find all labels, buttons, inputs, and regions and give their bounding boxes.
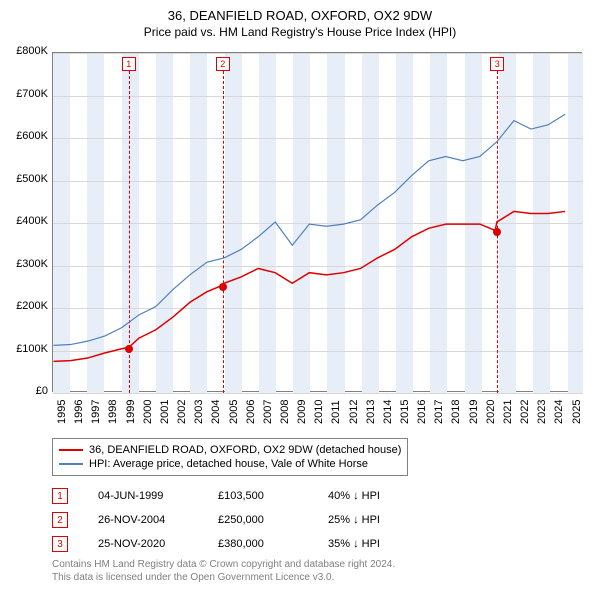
sale-row-price: £103,500 [218,490,298,502]
legend-swatch [59,463,83,465]
x-tick-label: 2010 [313,400,325,424]
footer-line2: This data is licensed under the Open Gov… [52,571,395,584]
y-tick-label: £800K [0,45,48,57]
sale-row: 3 25-NOV-2020 £380,000 35% ↓ HPI [52,532,408,556]
y-tick-label: £500K [0,173,48,185]
x-tick-label: 2025 [571,400,583,424]
chart-subtitle: Price paid vs. HM Land Registry's House … [0,23,600,39]
sale-row-date: 26-NOV-2004 [98,514,188,526]
sale-row-marker: 2 [52,512,68,528]
x-tick-label: 2004 [210,400,222,424]
legend-label: HPI: Average price, detached house, Vale… [89,458,368,470]
y-tick-label: £200K [0,300,48,312]
sale-row-delta: 35% ↓ HPI [328,538,408,550]
chart-title: 36, DEANFIELD ROAD, OXFORD, OX2 9DW [0,0,600,23]
sale-row-delta: 25% ↓ HPI [328,514,408,526]
y-tick-label: £400K [0,215,48,227]
x-tick-label: 2021 [502,400,514,424]
y-tick-label: £100K [0,343,48,355]
sale-row-date: 04-JUN-1999 [98,490,188,502]
sale-marker-dot [125,345,133,353]
x-tick-label: 2015 [399,400,411,424]
legend-label: 36, DEANFIELD ROAD, OXFORD, OX2 9DW (det… [89,444,401,456]
legend-swatch [59,449,83,451]
sale-row-marker: 1 [52,488,68,504]
y-tick-label: £300K [0,258,48,270]
x-tick-label: 2003 [193,400,205,424]
sale-row-price: £380,000 [218,538,298,550]
sale-row-marker: 3 [52,536,68,552]
legend: 36, DEANFIELD ROAD, OXFORD, OX2 9DW (det… [52,438,408,476]
x-tick-label: 2020 [485,400,497,424]
x-tick-label: 2023 [536,400,548,424]
sale-marker-dot [493,228,501,236]
x-tick-label: 2006 [245,400,257,424]
legend-item: HPI: Average price, detached house, Vale… [59,457,401,471]
x-tick-label: 2012 [348,400,360,424]
x-tick-label: 2008 [279,400,291,424]
x-tick-label: 1997 [90,400,102,424]
x-tick-label: 1999 [125,400,137,424]
x-tick-label: 1998 [107,400,119,424]
sale-marker-box: 1 [122,57,136,71]
x-tick-label: 2017 [433,400,445,424]
x-tick-label: 2022 [519,400,531,424]
sales-table: 1 04-JUN-1999 £103,500 40% ↓ HPI 2 26-NOV-200… [52,484,408,556]
gridline-h [53,393,583,394]
x-tick-label: 2018 [450,400,462,424]
legend-item: 36, DEANFIELD ROAD, OXFORD, OX2 9DW (det… [59,443,401,457]
x-tick-label: 2007 [262,400,274,424]
x-tick-label: 1995 [56,400,68,424]
y-tick-label: £0 [0,385,48,397]
footer-attribution: Contains HM Land Registry data © Crown c… [52,558,395,584]
footer-line1: Contains HM Land Registry data © Crown c… [52,558,395,571]
sale-row-date: 25-NOV-2020 [98,538,188,550]
sale-row-delta: 40% ↓ HPI [328,490,408,502]
sale-marker-box: 3 [490,57,504,71]
plot-area: 1 2 3 [52,52,582,392]
y-tick-label: £700K [0,88,48,100]
sale-row: 2 26-NOV-2004 £250,000 25% ↓ HPI [52,508,408,532]
x-tick-label: 2016 [416,400,428,424]
y-tick-label: £600K [0,130,48,142]
x-tick-label: 1996 [73,400,85,424]
x-tick-label: 2019 [468,400,480,424]
x-tick-label: 2000 [142,400,154,424]
x-tick-label: 2011 [330,400,342,424]
sale-marker-dot [219,283,227,291]
x-tick-label: 2005 [228,400,240,424]
x-tick-label: 2001 [159,400,171,424]
x-tick-label: 2013 [365,400,377,424]
x-tick-label: 2024 [553,400,565,424]
x-tick-label: 2002 [176,400,188,424]
x-tick-label: 2014 [382,400,394,424]
sale-marker-box: 2 [216,57,230,71]
chart-container: 36, DEANFIELD ROAD, OXFORD, OX2 9DW Pric… [0,0,600,590]
sale-row: 1 04-JUN-1999 £103,500 40% ↓ HPI [52,484,408,508]
sale-row-price: £250,000 [218,514,298,526]
series-hpi [54,114,566,345]
line-series-svg [53,53,581,391]
series-price_paid [54,211,566,361]
x-tick-label: 2009 [296,400,308,424]
